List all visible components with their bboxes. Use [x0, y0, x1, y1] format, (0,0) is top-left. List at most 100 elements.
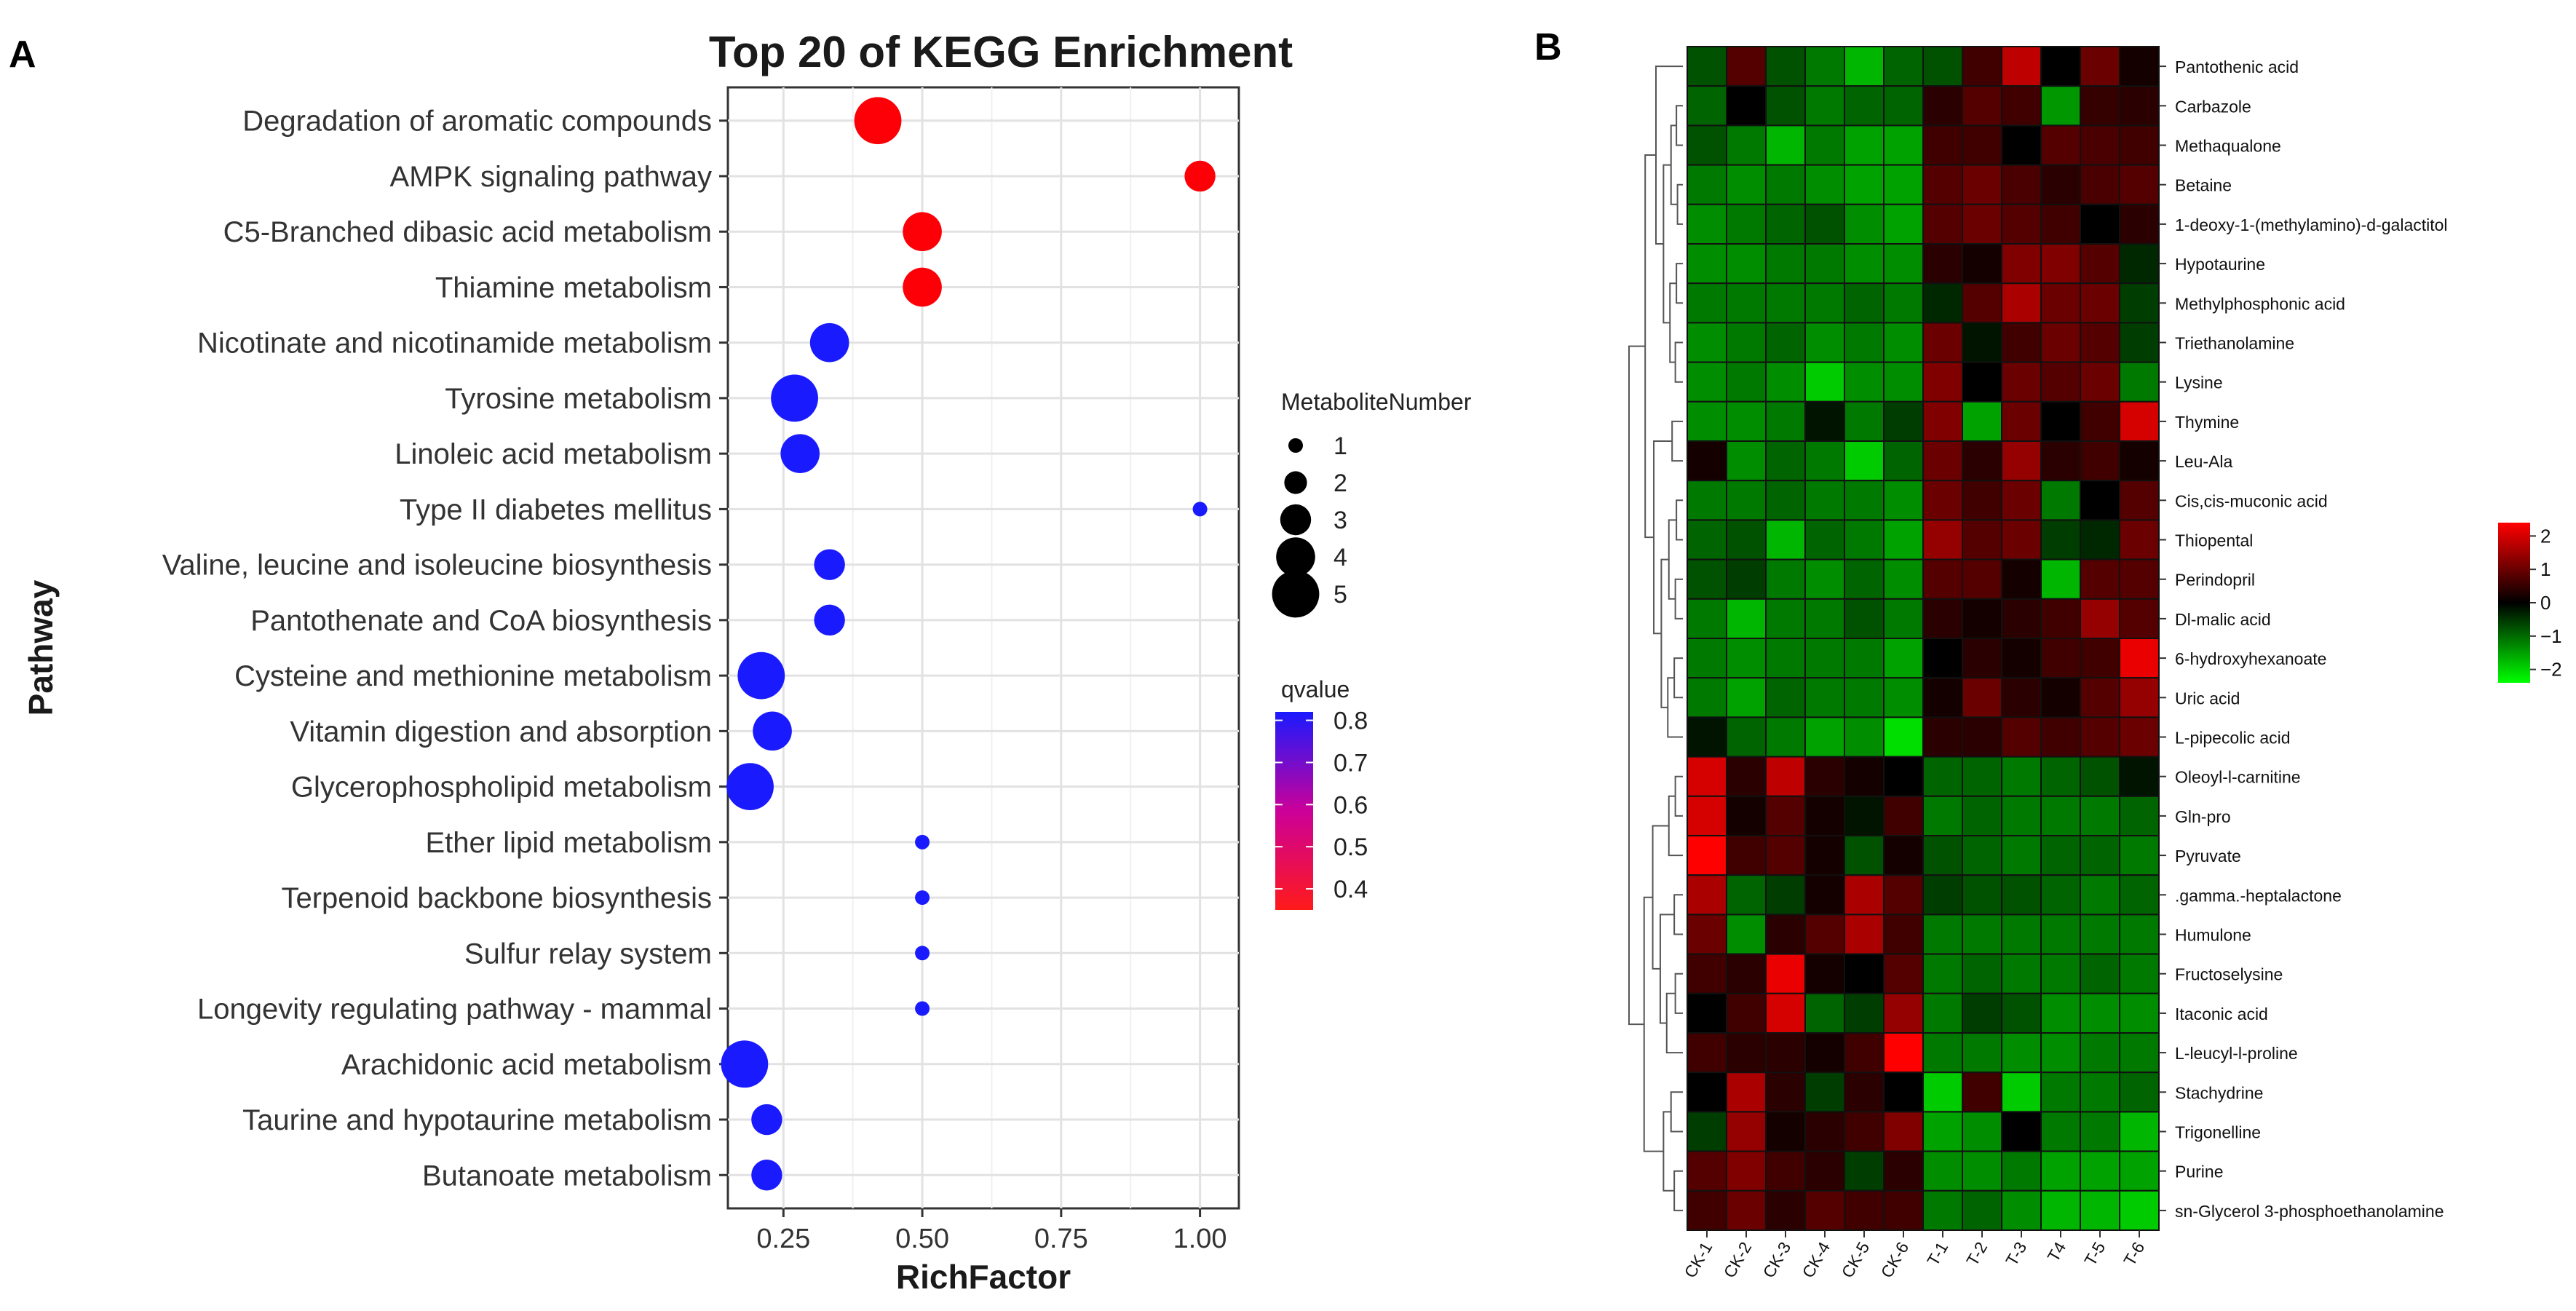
heatmap-cell — [1962, 519, 2002, 561]
heatmap-cell — [2119, 795, 2160, 837]
heatmap-cell — [1922, 1111, 1963, 1152]
heatmap-cell — [2119, 598, 2160, 639]
pathway-label: Vitamin digestion and absorption — [290, 716, 712, 748]
heatmap-cell — [1804, 638, 1845, 679]
heatmap-cell — [2001, 756, 2042, 797]
heatmap-cell — [1922, 480, 1963, 521]
row-label: L-leucyl-l-proline — [2175, 1044, 2298, 1063]
size-legend-circle — [1284, 471, 1307, 494]
heatmap-cell — [1804, 677, 1845, 718]
heatmap-cell — [1726, 756, 1767, 797]
heatmap-cell — [2119, 480, 2160, 521]
heatmap-cell — [1922, 243, 1963, 285]
heatmap-cell — [1726, 203, 1767, 245]
heatmap-cell — [1962, 1189, 2002, 1232]
heatmap-cell — [1804, 243, 1845, 285]
heatmap-cell — [1962, 874, 2002, 916]
heatmap-cell — [2119, 203, 2160, 245]
y-axis-label: Pathway — [22, 579, 60, 716]
heatmap-cell — [1922, 638, 1963, 679]
row-label: sn-Glycerol 3-phosphoethanolamine — [2175, 1202, 2444, 1221]
heatmap-cell — [1883, 992, 1924, 1034]
heatmap-cell — [1922, 85, 1963, 127]
size-legend-label: 2 — [1333, 470, 1347, 497]
pathway-label: Butanoate metabolism — [422, 1160, 712, 1192]
x-axis-label: RichFactor — [896, 1258, 1071, 1296]
heatmap-cell — [2040, 598, 2081, 639]
heatmap-cell — [2080, 795, 2120, 837]
heatmap-cell — [1765, 1150, 1806, 1192]
heatmap-cell — [1726, 480, 1767, 521]
heatmap-cell — [2040, 1150, 2081, 1192]
heatmap-cell — [1844, 85, 1885, 127]
heatmap-cell — [1726, 361, 1767, 403]
heatmap-cell — [1883, 874, 1924, 916]
heatmap-cell — [2040, 322, 2081, 363]
dendrogram-branch — [1676, 183, 1683, 225]
row-dendrogram — [1628, 66, 1683, 1211]
heatmap-cell — [1922, 282, 1963, 324]
size-legend: MetaboliteNumber 1 2 3 4 5 — [1272, 389, 1472, 618]
heatmap-cell — [1922, 558, 1963, 600]
heatmap-cell — [1804, 440, 1845, 482]
heatmap-cell — [1726, 322, 1767, 363]
data-point — [814, 549, 845, 580]
heatmap-cell — [2119, 1111, 2160, 1152]
heatmap-cell — [2001, 598, 2042, 639]
heatmap-cell — [1687, 677, 1727, 718]
heatmap-cell — [1883, 914, 1924, 955]
heatmap-cell — [1962, 716, 2002, 758]
heatmap-cell — [1687, 243, 1727, 285]
heatmap-cell — [1922, 46, 1963, 87]
pathway-label: Cysteine and methionine metabolism — [234, 660, 712, 692]
heatmap-cell — [1687, 953, 1727, 994]
x-tick-label: 0.75 — [1034, 1224, 1088, 1254]
heatmap-cell — [2119, 124, 2160, 166]
heatmap-cell — [1726, 400, 1767, 442]
kegg-enrichment-bubble-chart: Top 20 of KEGG Enrichment Degradation of… — [22, 28, 1472, 1296]
heatmap-cell — [2080, 677, 2120, 718]
heatmap-cell — [1804, 756, 1845, 797]
color-legend-label: 0.6 — [1333, 791, 1368, 819]
heatmap-cell — [1765, 164, 1806, 205]
x-axis-ticks: 0.25 0.50 0.75 1.00 — [756, 1208, 1227, 1254]
heatmap-cell — [1687, 1072, 1727, 1113]
data-point — [903, 267, 942, 307]
heatmap-cell — [2119, 953, 2160, 994]
data-point — [814, 604, 845, 636]
heatmap-cell — [1804, 1032, 1845, 1074]
heatmap-cell — [1883, 1189, 1924, 1232]
heatmap-cell — [1883, 243, 1924, 285]
heatmap-cell — [1844, 1189, 1885, 1232]
heatmap-cell — [2119, 282, 2160, 324]
heatmap-cell — [2080, 1189, 2120, 1232]
heatmap-cell — [1765, 203, 1806, 245]
heatmap-cell — [1804, 953, 1845, 994]
heatmap-cell — [1844, 1111, 1885, 1152]
heatmap-cell — [1687, 598, 1727, 639]
pathway-label: Longevity regulating pathway - mammal — [197, 994, 712, 1026]
heatmap-cell — [2119, 85, 2160, 127]
heatmap-cell — [1765, 519, 1806, 561]
size-legend-label: 3 — [1333, 507, 1347, 534]
size-legend-circle — [1272, 570, 1320, 618]
heatmap-cell — [2001, 1189, 2042, 1232]
heatmap-cell — [1883, 361, 1924, 403]
heatmap-cell — [1883, 46, 1924, 87]
heatmap-cell — [1844, 638, 1885, 679]
heatmap-cell — [1962, 795, 2002, 837]
size-legend-circle — [1276, 537, 1315, 577]
heatmap-cell — [1922, 953, 1963, 994]
heatmap-cell — [1804, 716, 1845, 758]
heatmap-cell — [1844, 361, 1885, 403]
pathway-label: Sulfur relay system — [464, 938, 712, 970]
color-legend-title: qvalue — [1281, 676, 1350, 702]
heatmap-cell — [1687, 203, 1727, 245]
heatmap-cell — [2001, 638, 2042, 679]
heatmap-cell — [1844, 480, 1885, 521]
heatmap-cell — [2040, 85, 2081, 127]
heatmap-cell — [2080, 243, 2120, 285]
heatmap-cell — [1962, 914, 2002, 955]
heatmap-cell — [1844, 46, 1885, 87]
